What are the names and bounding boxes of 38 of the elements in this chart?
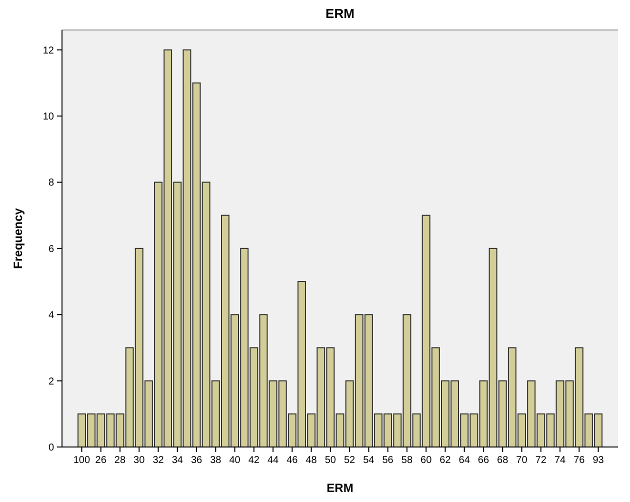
x-tick-label: 52	[344, 455, 356, 466]
x-tick-label: 54	[363, 455, 375, 466]
x-tick-label: 48	[306, 455, 318, 466]
y-tick-label: 0	[48, 442, 54, 454]
x-tick-label: 64	[458, 455, 470, 466]
x-tick-label: 36	[190, 455, 203, 466]
x-tick-label: 100	[73, 455, 91, 466]
x-tick-label: 70	[516, 455, 528, 466]
x-tick-label: 58	[401, 455, 413, 466]
x-tick-label: 56	[382, 455, 394, 466]
x-tick-label: 68	[497, 455, 509, 466]
y-tick-label: 10	[42, 112, 54, 123]
x-tick-label: 28	[114, 455, 126, 466]
y-axis-title: Frequency	[11, 208, 25, 269]
x-tick-label: 74	[554, 455, 566, 466]
x-tick-label: 42	[248, 455, 260, 466]
x-tick-label: 40	[229, 455, 241, 466]
x-tick-label: 32	[152, 455, 164, 466]
x-tick-label: 44	[267, 455, 280, 466]
x-tick-label: 66	[478, 455, 490, 466]
x-tick-label: 34	[172, 455, 184, 466]
y-tick-label: 12	[42, 45, 54, 56]
y-tick-label: 2	[48, 376, 54, 388]
y-tick-label: 8	[48, 178, 54, 189]
x-tick-label: 38	[210, 455, 222, 466]
x-axis-title: ERM	[326, 481, 354, 495]
x-tick-label: 72	[535, 455, 547, 466]
x-tick-label: 93	[592, 455, 604, 466]
x-tick-label: 76	[574, 455, 586, 466]
x-tick-label: 30	[134, 455, 146, 466]
x-tick-label: 26	[95, 455, 107, 466]
x-tick-label: 62	[440, 455, 452, 466]
chart-title: ERM	[326, 6, 354, 21]
x-tick-label: 60	[420, 455, 432, 466]
x-tick-label: 46	[286, 455, 298, 466]
x-tick-label: 50	[324, 455, 336, 466]
y-tick-label: 6	[48, 244, 54, 255]
y-tick-label: 4	[48, 310, 54, 322]
